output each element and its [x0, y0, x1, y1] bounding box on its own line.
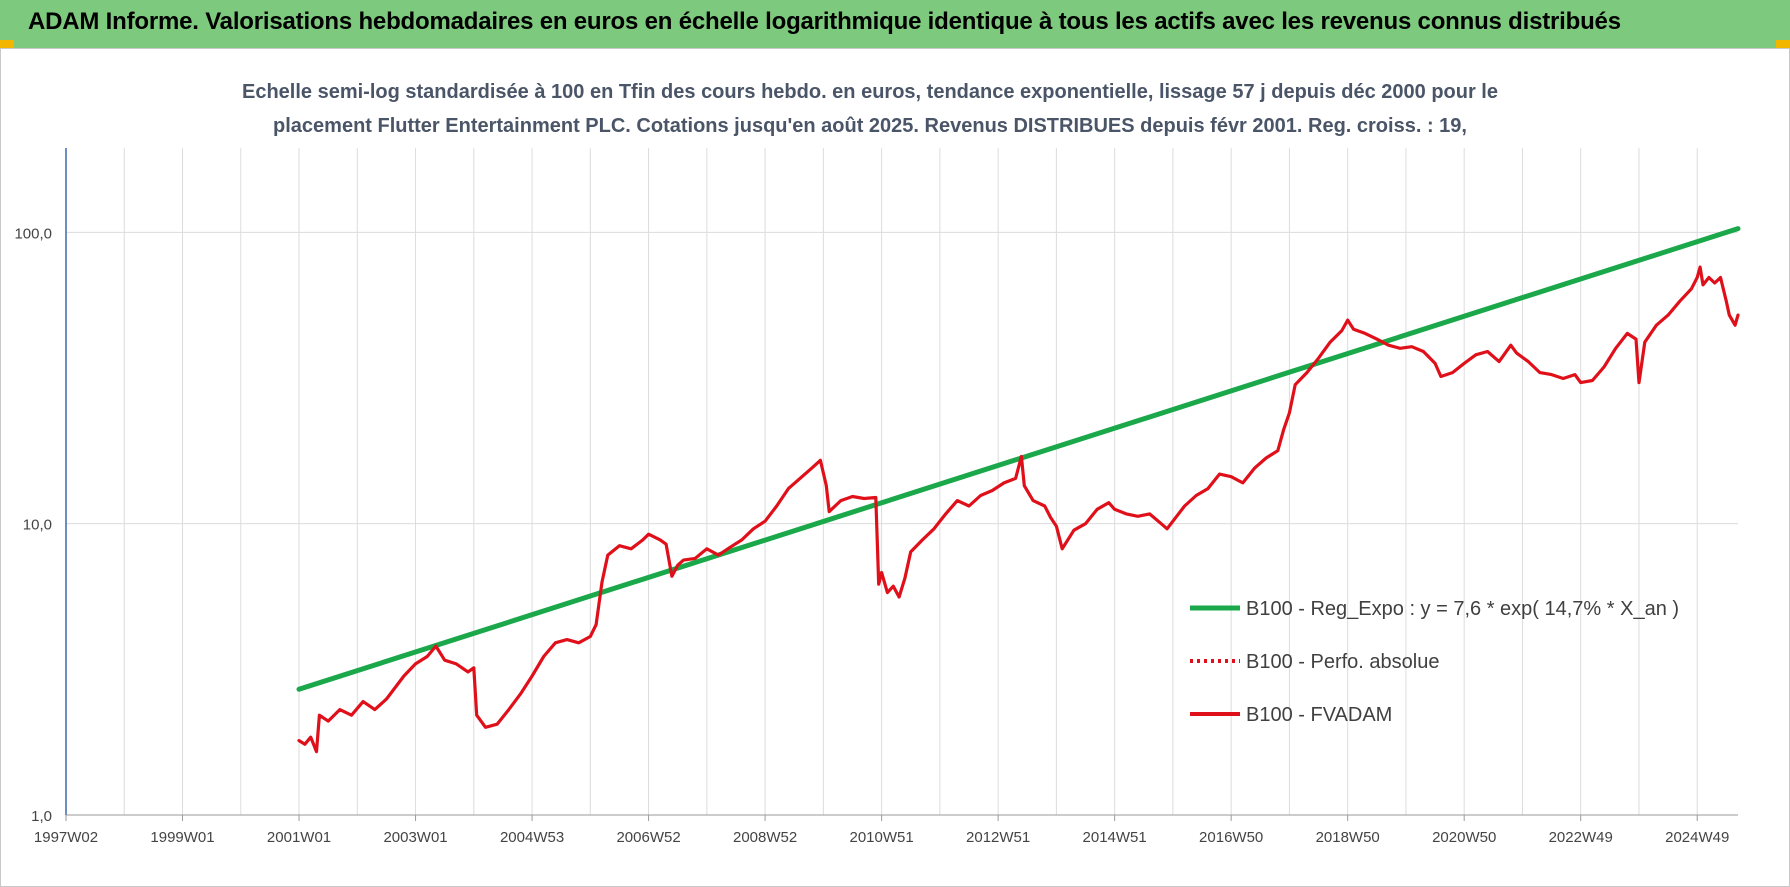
chart-title: Echelle semi-log standardisée à 100 en T… — [242, 81, 1498, 137]
y-tick-label: 1,0 — [31, 808, 52, 825]
corner-marker-top-right — [1776, 40, 1790, 50]
x-tick-label: 1999W01 — [150, 829, 214, 846]
x-tick-label: 2008W52 — [733, 829, 797, 846]
x-tick-label: 2022W49 — [1549, 829, 1613, 846]
axis-layer: 1,0 10,0 100,0 1997W02 1999W01 2001W01 2003W01… — [14, 148, 1738, 846]
x-tick-label: 2016W50 — [1199, 829, 1263, 846]
report-header: ADAM Informe. Valorisations hebdomadaire… — [0, 0, 1790, 49]
corner-marker-top-left — [0, 40, 14, 50]
report-title: ADAM Informe. Valorisations hebdomadaire… — [28, 8, 1621, 35]
fvadam-line — [297, 265, 1740, 754]
x-tick-label: 2020W50 — [1432, 829, 1496, 846]
x-tick-label: 2003W01 — [383, 829, 447, 846]
x-tick-label: 1997W02 — [34, 829, 98, 846]
x-tick-label: 2001W01 — [267, 829, 331, 846]
y-tick-label: 100,0 — [14, 225, 52, 242]
chart-title-line: Echelle semi-log standardisée à 100 en T… — [242, 81, 1498, 103]
x-tick-label: 2018W50 — [1316, 829, 1380, 846]
legend-label: B100 - Reg_Expo : y = 7,6 * exp( 14,7% *… — [1246, 598, 1679, 620]
legend-label: B100 - FVADAM — [1246, 704, 1392, 726]
y-tick-label: 10,0 — [23, 517, 52, 534]
valuation-chart: Echelle semi-log standardisée à 100 en T… — [14, 81, 1741, 846]
x-tick-label: 2004W53 — [500, 829, 564, 846]
x-tick-label: 2006W52 — [616, 829, 680, 846]
legend-label: B100 - Perfo. absolue — [1246, 651, 1439, 673]
grid-layer — [65, 148, 1738, 816]
legend: B100 - Reg_Expo : y = 7,6 * exp( 14,7% *… — [1190, 598, 1679, 726]
x-tick-label: 2014W51 — [1083, 829, 1147, 846]
series-layer — [296, 226, 1741, 754]
chart-title-line: placement Flutter Entertainment PLC. Cot… — [273, 115, 1467, 137]
x-tick-label: 2024W49 — [1665, 829, 1729, 846]
x-tick-label: 2012W51 — [966, 829, 1030, 846]
regression-line — [296, 226, 1741, 692]
x-tick-label: 2010W51 — [850, 829, 914, 846]
